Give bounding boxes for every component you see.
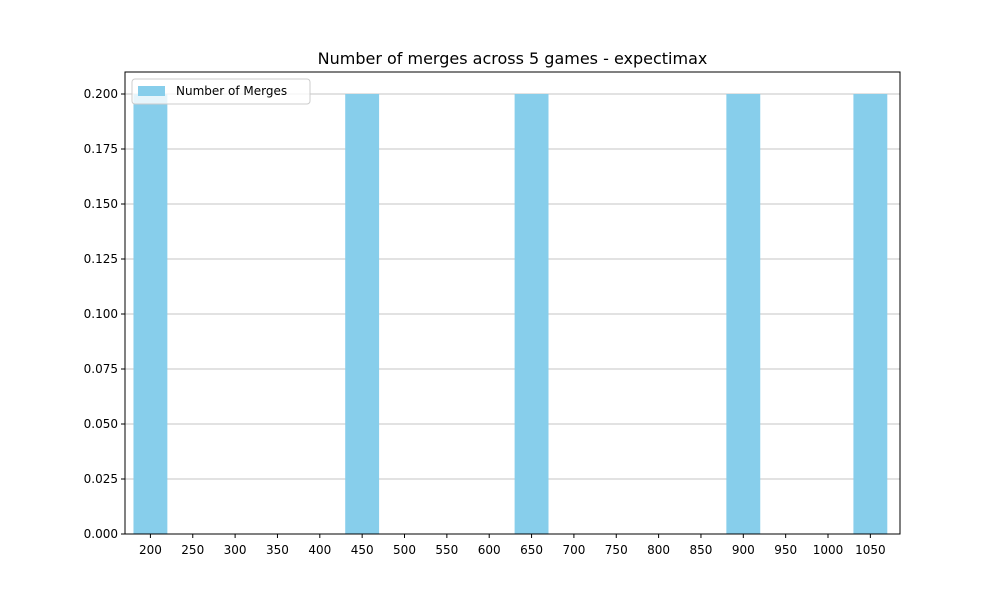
chart-title: Number of merges across 5 games - expect… [318,49,708,68]
x-tick-label: 550 [435,543,458,557]
x-tick-label: 900 [732,543,755,557]
x-tick-label: 600 [478,543,501,557]
bars [133,94,888,534]
legend: Number of Merges [131,78,311,105]
y-tick-label: 0.200 [84,87,118,101]
x-tick-label: 400 [308,543,331,557]
x-tick-label: 1050 [855,543,886,557]
y-tick-label: 0.125 [84,252,118,266]
x-tick-label: 750 [605,543,628,557]
y-tick-label: 0.025 [84,472,118,486]
x-tick-label: 500 [393,543,416,557]
x-tick-label: 200 [139,543,162,557]
y-tick-label: 0.150 [84,197,118,211]
x-axis: 200 250 300 350 400 450 500 550 600 650 700 750 800 8… [139,534,886,557]
y-tick-label: 0.100 [84,307,118,321]
x-tick-label: 250 [181,543,204,557]
x-tick-label: 800 [647,543,670,557]
y-tick-label: 0.050 [84,417,118,431]
bar [514,94,549,534]
plot-frame [124,71,901,535]
x-tick-label: 850 [690,543,713,557]
x-tick-label: 1000 [813,543,844,557]
x-tick-label: 650 [520,543,543,557]
legend-label: Number of Merges [176,84,287,98]
x-tick-label: 300 [224,543,247,557]
y-tick-label: 0.075 [84,362,118,376]
x-tick-label: 950 [774,543,797,557]
x-tick-label: 450 [351,543,374,557]
x-tick-label: 700 [562,543,585,557]
y-tick-label: 0.000 [84,527,118,541]
bar [345,94,380,534]
legend-box [131,78,311,105]
x-tick-label: 350 [266,543,289,557]
bar [133,94,168,534]
grid-lines [125,93,900,535]
y-axis: 0.000 0.025 0.050 0.075 0.100 0.125 0.150 0.175… [84,87,125,541]
y-tick-label: 0.175 [84,142,118,156]
bar [853,94,888,534]
bar [726,94,761,534]
legend-swatch [138,86,165,96]
